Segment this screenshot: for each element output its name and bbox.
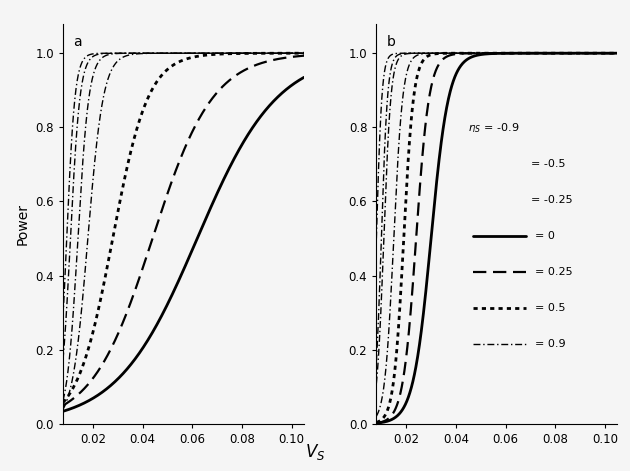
Text: = -0.5: = -0.5 [530, 159, 565, 169]
Text: = -0.25: = -0.25 [530, 195, 572, 205]
Text: = 0.25: = 0.25 [536, 267, 573, 277]
Text: = 0.9: = 0.9 [536, 339, 566, 349]
Text: = 0.5: = 0.5 [536, 303, 566, 313]
Text: $r_{IS}$ = -0.9: $r_{IS}$ = -0.9 [468, 121, 520, 135]
Text: $V_S$: $V_S$ [305, 442, 325, 462]
Text: a: a [73, 35, 81, 49]
Text: = 0: = 0 [536, 231, 555, 241]
Text: b: b [386, 35, 395, 49]
Y-axis label: Power: Power [16, 203, 30, 245]
